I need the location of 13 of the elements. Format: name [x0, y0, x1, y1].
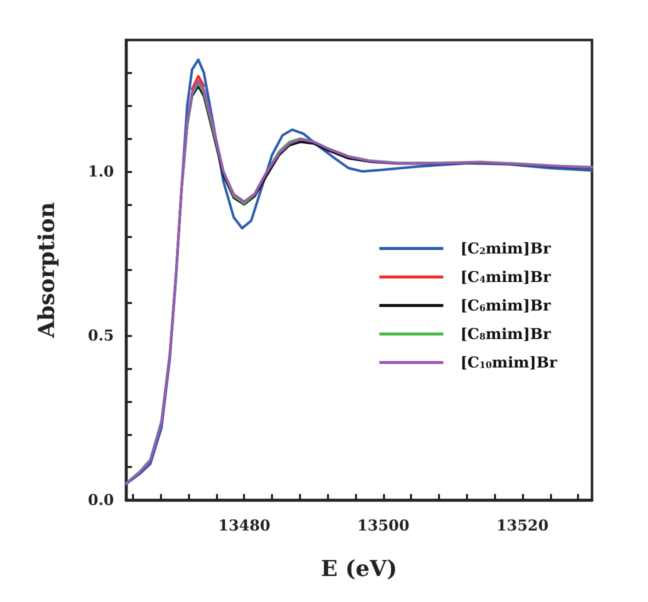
- x-tick-label: 13480: [218, 516, 270, 534]
- x-tick-label: 13520: [496, 516, 549, 534]
- x-axis-title: E (eV): [320, 556, 398, 582]
- legend-label: [C4mim]Br: [460, 268, 552, 286]
- legend-label: [C8mim]Br: [460, 325, 552, 343]
- x-tick-label: 13500: [357, 516, 410, 534]
- y-tick-label: 1.0: [88, 162, 114, 180]
- legend-label: [C2mim]Br: [460, 240, 552, 258]
- legend-label: [C10mim]Br: [460, 354, 558, 372]
- y-tick-label: 0.0: [88, 491, 114, 509]
- y-tick-label: 0.5: [88, 326, 114, 345]
- y-axis-title: Absorption: [34, 202, 60, 339]
- legend-label: [C6mim]Br: [460, 296, 552, 314]
